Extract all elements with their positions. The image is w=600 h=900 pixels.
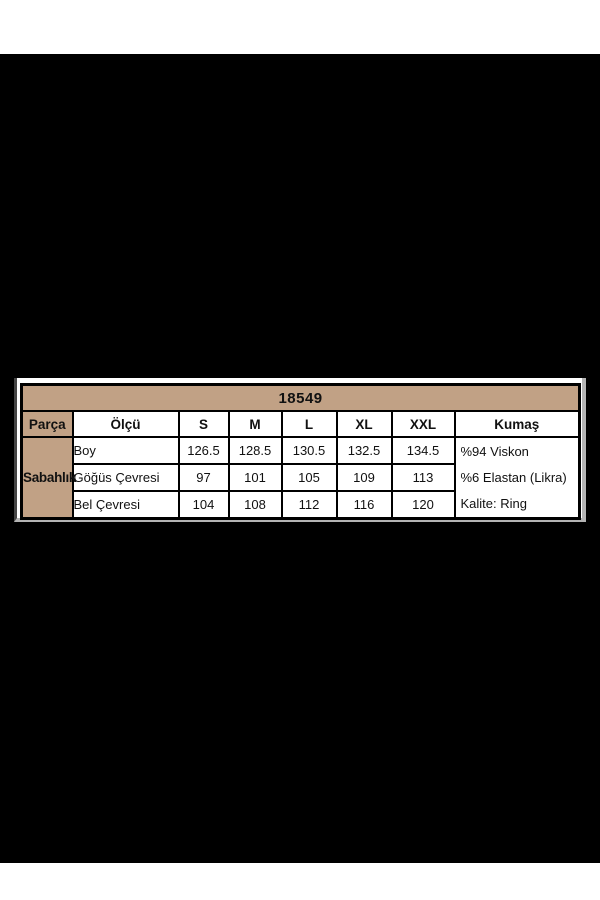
value-gogus-s: 97	[177, 463, 230, 492]
value-gogus-m: 101	[227, 463, 283, 492]
value-bel-m: 108	[227, 490, 283, 520]
fabric-line-viskon: %94 Viskon	[460, 443, 529, 459]
value-gogus-xxl: 113	[390, 463, 456, 492]
column-header-xxl: XXL	[390, 410, 456, 438]
value-bel-xl: 116	[335, 490, 393, 520]
value-bel-s: 104	[177, 490, 230, 520]
value-boy-l: 130.5	[280, 436, 338, 465]
measure-label-gogus: Göğüs Çevresi	[71, 463, 180, 492]
column-header-row: Parça Ölçü S M L XL XXL Kumaş	[20, 410, 581, 438]
table-row-boy: Sabahlık Boy 126.5 128.5 130.5 132.5 134…	[20, 436, 581, 520]
size-chart-panel: 18549 Parça Ölçü S M L XL XXL Kumaş Saba…	[14, 378, 586, 522]
value-bel-l: 112	[280, 490, 338, 520]
table-row-bel: Bel Çevresi 104 108 112 116 120	[22, 490, 580, 520]
column-header-parca: Parça	[20, 410, 74, 438]
fabric-line-elastan: %6 Elastan (Likra)	[460, 469, 567, 485]
fabric-line-kalite: Kalite: Ring	[460, 495, 527, 511]
bottom-white-band	[0, 863, 600, 900]
value-boy-xxl: 134.5	[390, 436, 456, 465]
top-white-band	[0, 0, 600, 54]
column-header-xl: XL	[335, 410, 393, 438]
size-chart-table: 18549 Parça Ölçü S M L XL XXL Kumaş Saba…	[20, 383, 582, 520]
value-boy-xl: 132.5	[335, 436, 393, 465]
piece-name-cell: Sabahlık	[20, 436, 76, 520]
value-boy-m: 128.5	[227, 436, 283, 465]
product-code: 18549	[20, 383, 581, 412]
measure-label-boy: Boy	[71, 436, 180, 465]
value-bel-xxl: 120	[390, 490, 456, 520]
measure-label-bel: Bel Çevresi	[71, 490, 180, 520]
column-header-kumas: Kumaş	[453, 410, 581, 438]
fabric-info-cell: %94 Viskon %6 Elastan (Likra) Kalite: Ri…	[453, 436, 581, 520]
column-header-m: M	[227, 410, 283, 438]
value-gogus-l: 105	[280, 463, 338, 492]
value-gogus-xl: 109	[335, 463, 393, 492]
table-row-gogus: Göğüs Çevresi 97 101 105 109 113	[22, 463, 580, 492]
product-code-row: 18549	[20, 383, 581, 412]
value-boy-s: 126.5	[177, 436, 230, 465]
column-header-olcu: Ölçü	[71, 410, 180, 438]
column-header-l: L	[280, 410, 338, 438]
column-header-s: S	[177, 410, 230, 438]
